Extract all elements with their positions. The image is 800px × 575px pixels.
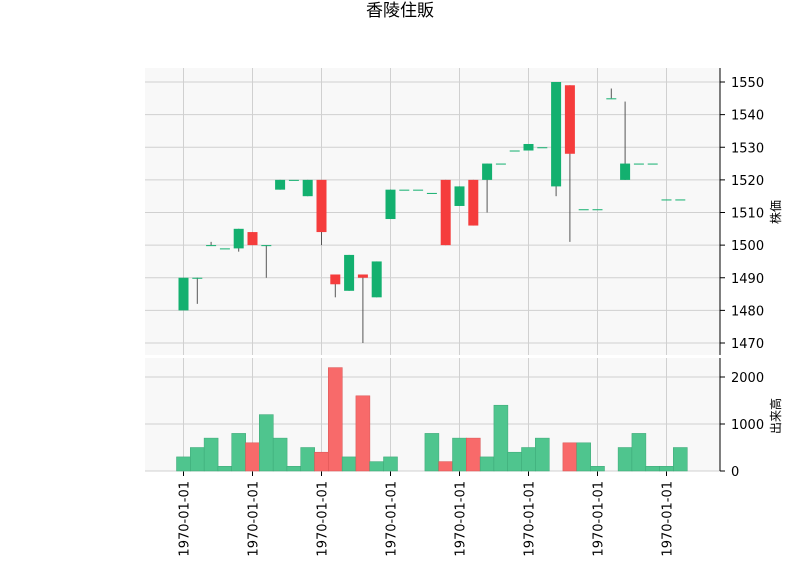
candle-body-up: [344, 254, 355, 291]
price-tick-label: 1540: [731, 109, 764, 124]
candle-body-up: [371, 261, 382, 298]
candle-body-up: [647, 163, 658, 165]
x-tick-label: 1970-01-01: [661, 481, 676, 557]
candle-body-up: [495, 163, 506, 165]
volume-bar-up: [645, 466, 660, 472]
volume-bar-up: [190, 447, 205, 472]
volume-bar-up: [521, 447, 536, 472]
volume-bar-down: [245, 442, 260, 472]
volume-bar-up: [272, 437, 288, 472]
volume-bar-up: [479, 456, 495, 472]
volume-bar-up: [383, 456, 398, 472]
volume-bar-down: [314, 451, 329, 472]
candle-body-down: [357, 274, 368, 278]
x-tick-label: 1970-01-01: [523, 481, 538, 557]
price-tick-label: 1490: [731, 272, 764, 287]
candle-body-up: [426, 192, 437, 194]
volume-bar-up: [673, 447, 688, 472]
candle-body-up: [178, 277, 189, 311]
volume-bar-up: [259, 414, 274, 472]
x-tick-label: 1970-01-01: [592, 481, 607, 557]
candle-body-up: [578, 209, 589, 211]
price-tick-label: 1520: [731, 174, 764, 189]
volume-bar-up: [286, 466, 302, 472]
candle-body-down: [440, 179, 451, 246]
volume-bar-up: [617, 447, 633, 472]
price-tick-label: 1480: [731, 304, 764, 319]
chart-title: 香陵住販: [366, 1, 434, 21]
volume-bar-up: [203, 437, 219, 472]
volume-bar-up: [231, 433, 246, 472]
candle-body-up: [675, 199, 686, 201]
candle-body-up: [413, 189, 424, 191]
price-tick-label: 1530: [731, 141, 764, 156]
candle-body-up: [302, 179, 313, 197]
x-tick-label: 1970-01-01: [247, 481, 262, 557]
candle-body-up: [261, 245, 272, 247]
price-tick-label: 1550: [731, 76, 764, 91]
x-tick-label: 1970-01-01: [316, 481, 331, 557]
candle-body-up: [509, 150, 520, 152]
volume-bar-up: [300, 447, 315, 472]
candle-body-up: [620, 163, 631, 180]
price-tick-label: 1500: [731, 239, 764, 254]
volume-bar-up: [631, 433, 647, 472]
candle-body-down: [330, 274, 341, 285]
volume-bar-up: [424, 433, 440, 472]
volume-bar-up: [493, 404, 509, 472]
volume-bar-up: [576, 442, 591, 472]
volume-bar-down: [328, 367, 343, 472]
candle-body-up: [606, 98, 617, 100]
volume-bar-up: [659, 466, 674, 472]
candle-body-up: [661, 199, 672, 201]
candle-body-up: [219, 248, 230, 250]
price-axis-label: 株価: [768, 200, 783, 224]
candle-body-up: [192, 277, 203, 279]
candle-body-up: [482, 163, 493, 180]
volume-bar-up: [535, 437, 550, 472]
candle-body-up: [275, 179, 286, 190]
candle-body-up: [385, 189, 396, 220]
candle-body-up: [399, 189, 410, 191]
volume-bar-down: [355, 395, 371, 472]
x-tick-label: 1970-01-01: [178, 481, 193, 557]
volume-bar-up: [590, 466, 605, 472]
candle-body-up: [633, 163, 644, 165]
volume-bar-down: [466, 437, 481, 472]
candle-body-up: [537, 147, 548, 149]
volume-bar-up: [452, 437, 467, 472]
volume-tick-label: 2000: [731, 371, 764, 386]
volume-bar-up: [176, 456, 191, 472]
volume-tick-label: 0: [731, 465, 739, 480]
candle-body-down: [564, 85, 575, 154]
volume-bar-up: [507, 451, 522, 472]
price-panel-background: [145, 68, 720, 355]
x-tick-label: 1970-01-01: [385, 481, 400, 557]
candle-body-up: [288, 179, 299, 181]
candle-body-up: [592, 209, 603, 211]
volume-axis-label: 出来高: [768, 398, 783, 434]
candle-body-down: [316, 179, 327, 233]
volume-bar-up: [341, 456, 357, 472]
candle-body-up: [551, 82, 562, 187]
candle-body-down: [247, 232, 258, 246]
volume-bar-up: [369, 461, 384, 472]
candle-body-up: [233, 228, 244, 249]
candle-body-up: [454, 186, 465, 206]
candle-body-down: [468, 179, 479, 226]
volume-bar-down: [438, 461, 453, 472]
volume-bar-down: [562, 442, 578, 472]
x-tick-label: 1970-01-01: [454, 481, 469, 557]
price-tick-label: 1470: [731, 337, 764, 352]
volume-bar-up: [217, 466, 233, 472]
price-tick-label: 1510: [731, 207, 764, 222]
candle-body-up: [206, 245, 217, 247]
volume-tick-label: 1000: [731, 418, 764, 433]
candle-body-up: [523, 143, 534, 151]
